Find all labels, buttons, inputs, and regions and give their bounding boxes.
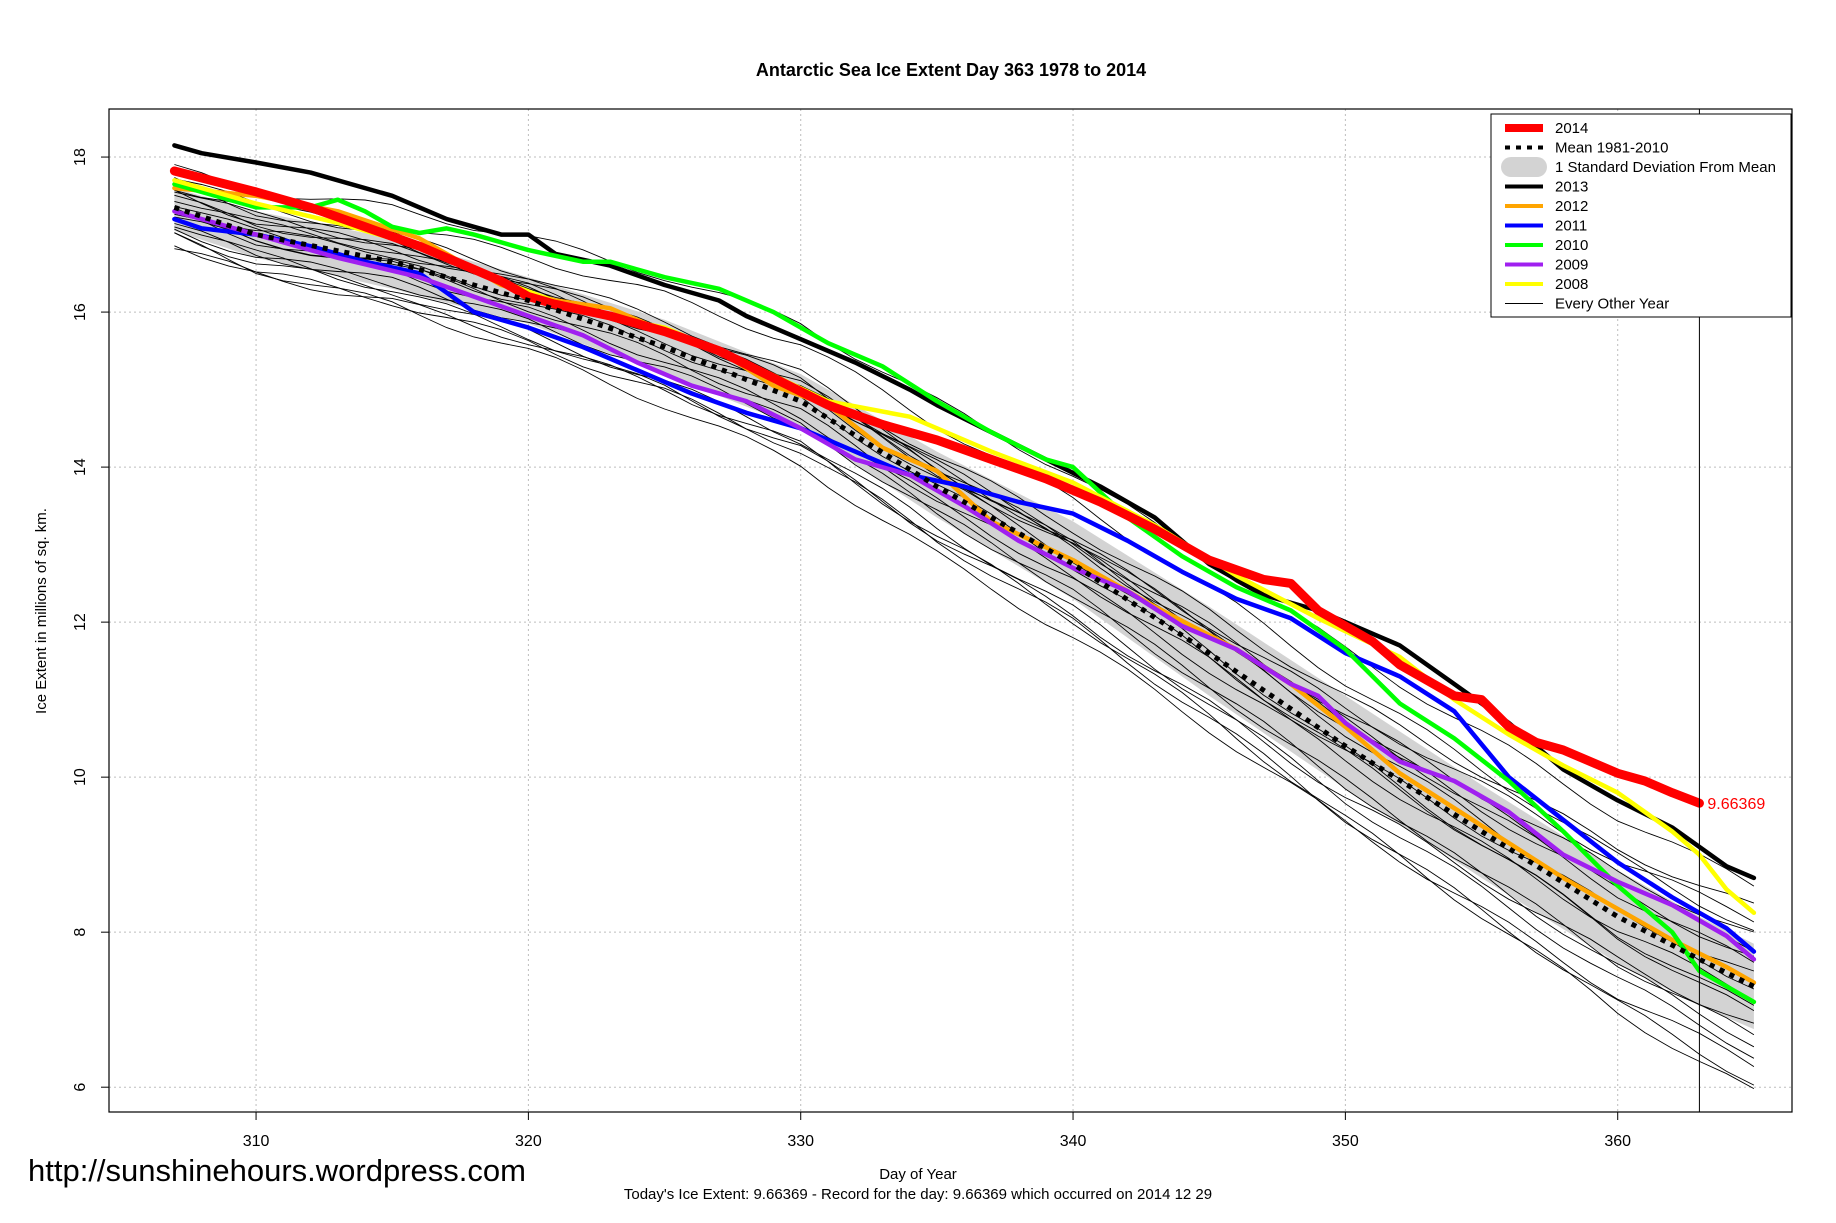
other-year-line <box>174 189 1755 932</box>
legend-label-band: 1 Standard Deviation From Mean <box>1555 159 1776 176</box>
x-tick-label: 330 <box>787 1133 814 1150</box>
legend-label-2014: 2014 <box>1555 120 1588 137</box>
other-year-line <box>174 216 1755 1011</box>
other-year-line <box>174 226 1755 1024</box>
legend-label-2012: 2012 <box>1555 198 1588 215</box>
y-tick-label: 10 <box>72 768 89 786</box>
y-axis-ticks: 6 8 10 12 14 16 18 <box>72 148 109 1092</box>
std-dev-band <box>174 188 1754 1030</box>
other-year-line <box>174 194 1755 963</box>
series-line-2011 <box>172 216 1757 954</box>
other-year-line <box>174 232 1755 1067</box>
y-tick-label: 12 <box>72 613 89 631</box>
y-axis-label: Ice Extent in millions of sq. km. <box>33 508 50 714</box>
x-tick-label: 320 <box>515 1133 542 1150</box>
y-tick-label: 6 <box>72 1083 89 1092</box>
other-year-line <box>174 223 1755 1036</box>
series-line-2009 <box>172 209 1757 962</box>
x-tick-label: 360 <box>1604 1133 1631 1150</box>
other-year-line <box>174 232 1755 1059</box>
annotation-label: 9.66369 <box>1707 796 1765 813</box>
y-tick-label: 16 <box>72 303 89 321</box>
legend-label-mean: Mean 1981-2010 <box>1555 140 1668 157</box>
other-year-line <box>174 178 1755 904</box>
series-line-2014 <box>169 166 1704 808</box>
legend-label-other: Every Other Year <box>1555 296 1669 313</box>
legend-label-2008: 2008 <box>1555 276 1588 293</box>
x-axis-ticks: 310 320 330 340 350 360 <box>243 1112 1631 1150</box>
y-tick-label: 18 <box>72 148 89 166</box>
grid-lines <box>109 109 1792 1112</box>
watermark-url: http://sunshinehours.wordpress.com <box>28 1153 526 1188</box>
other-year-line <box>174 164 1755 887</box>
plot-frame <box>108 108 1793 1113</box>
x-axis-label: Day of Year <box>879 1166 957 1183</box>
other-year-line <box>174 206 1755 972</box>
mean-line <box>173 205 1756 989</box>
x-tick-label: 340 <box>1060 1133 1087 1150</box>
y-tick-label: 8 <box>72 928 89 937</box>
other-year-line <box>174 177 1755 923</box>
x-tick-label: 350 <box>1332 1133 1359 1150</box>
legend-label-2010: 2010 <box>1555 237 1588 254</box>
std-dev-band-area <box>174 188 1754 1030</box>
legend-label-2011: 2011 <box>1555 218 1587 235</box>
legend-swatch-band <box>1501 157 1547 177</box>
legend: 2014 Mean 1981-2010 1 Standard Deviation F… <box>1490 113 1792 318</box>
legend-label-2009: 2009 <box>1555 257 1588 274</box>
mean-dotted-line <box>173 205 1756 989</box>
highlight-series-lines <box>169 143 1757 1005</box>
y-tick-label: 14 <box>72 458 89 476</box>
other-year-line <box>174 245 1755 1086</box>
other-year-line <box>174 248 1755 1089</box>
chart-title: Antarctic Sea Ice Extent Day 363 1978 to… <box>756 60 1146 80</box>
legend-label-2013: 2013 <box>1555 179 1588 196</box>
x-tick-label: 310 <box>243 1133 270 1150</box>
series-line-2010 <box>172 181 1757 1005</box>
other-year-line <box>174 228 1755 1048</box>
footer-note: Today's Ice Extent: 9.66369 - Record for… <box>623 1186 1213 1203</box>
